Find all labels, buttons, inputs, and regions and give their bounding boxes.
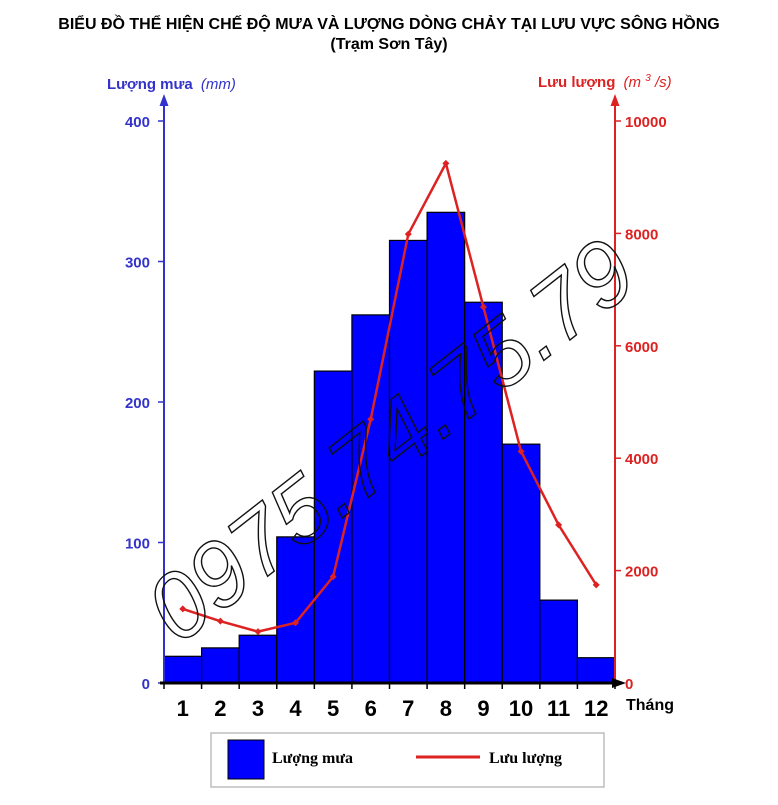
discharge-point-month-4 <box>292 619 300 627</box>
x-tick-label: 4 <box>289 696 302 721</box>
left-axis-label: Lượng mưa (mm) <box>107 76 236 93</box>
discharge-point-month-2 <box>216 617 224 625</box>
discharge-point-month-3 <box>254 628 262 636</box>
x-axis-label: Tháng <box>626 697 674 714</box>
discharge-point-month-1 <box>179 605 187 613</box>
x-tick-label: 12 <box>584 696 608 721</box>
discharge-point-month-6 <box>367 415 375 423</box>
left-tick-label: 300 <box>125 255 150 272</box>
x-tick-label: 2 <box>214 696 226 721</box>
discharge-point-month-5 <box>329 573 337 581</box>
discharge-line <box>179 159 600 636</box>
legend-bar-label: Lượng mưa <box>272 750 353 767</box>
left-tick-label: 400 <box>125 114 150 131</box>
bar-month-3 <box>238 634 278 684</box>
bar-month-4 <box>276 536 315 684</box>
legend: Lượng mưa Lưu lượng <box>210 732 605 788</box>
x-tick-label: 8 <box>440 696 452 721</box>
discharge-point-month-10 <box>517 447 525 455</box>
bar-month-1 <box>163 655 203 684</box>
left-axis-arrow <box>159 94 169 106</box>
bar-month-11 <box>539 599 579 684</box>
chart-subtitle: (Trạm Sơn Tây) <box>330 36 448 53</box>
chart-title: BIỂU ĐỒ THỂ HIỆN CHẾ ĐỘ MƯA VÀ LƯỢNG DÒN… <box>58 16 720 33</box>
discharge-point-month-12 <box>592 581 600 589</box>
right-tick-label: 10000 <box>625 114 667 131</box>
left-tick-label: 100 <box>125 536 150 553</box>
left-tick-label: 0 <box>142 676 150 693</box>
bar-month-12 <box>576 657 616 684</box>
x-tick-label: 1 <box>177 696 189 721</box>
bar-month-10 <box>501 443 541 684</box>
legend-line-label: Lưu lượng <box>489 750 562 767</box>
discharge-point-month-9 <box>479 303 487 311</box>
right-tick-label: 2000 <box>625 564 658 581</box>
x-tick-label: 11 <box>547 696 570 721</box>
discharge-point-month-8 <box>442 159 450 167</box>
right-axis: 0 2000 4000 6000 8000 10000 Lưu lượng (m 3 /s… <box>538 68 672 693</box>
right-tick-label: 4000 <box>625 451 658 468</box>
bar-month-9 <box>464 301 503 684</box>
rainfall-bars <box>163 211 616 684</box>
right-axis-label: Lưu lượng (m 3 /s) <box>538 68 672 91</box>
right-tick-label: 8000 <box>625 226 658 243</box>
left-axis: 0 100 200 300 400 Lượng mưa (mm) <box>107 76 236 693</box>
x-tick-label: 10 <box>509 696 533 721</box>
x-axis-arrow <box>612 678 626 688</box>
x-axis: 1 2 3 4 5 6 7 8 9 10 11 12 Tháng <box>160 678 674 721</box>
right-axis-arrow <box>610 94 620 106</box>
x-tick-label: 3 <box>252 696 264 721</box>
x-tick-label: 7 <box>402 696 414 721</box>
left-tick-label: 200 <box>125 395 150 412</box>
bar-month-2 <box>200 647 240 684</box>
legend-box <box>210 732 605 788</box>
x-tick-label: 6 <box>365 696 377 721</box>
discharge-point-month-7 <box>404 230 412 238</box>
right-tick-label: 6000 <box>625 339 658 356</box>
bar-month-6 <box>351 314 391 684</box>
x-tick-label: 5 <box>327 696 339 721</box>
legend-bar-swatch <box>227 739 265 780</box>
discharge-polyline <box>182 162 598 633</box>
x-tick-label: 9 <box>477 696 489 721</box>
right-tick-label: 0 <box>625 676 633 693</box>
discharge-point-month-11 <box>555 521 563 529</box>
